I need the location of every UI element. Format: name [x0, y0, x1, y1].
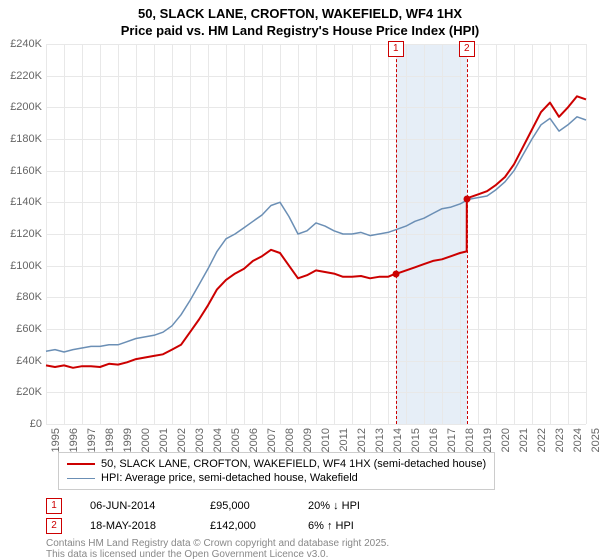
y-axis-label: £160K [10, 165, 42, 177]
x-axis-label: 2009 [302, 428, 314, 452]
y-axis-label: £220K [10, 70, 42, 82]
x-axis-label: 2023 [554, 428, 566, 452]
sale-dot [463, 196, 470, 203]
x-axis-label: 2014 [392, 428, 404, 452]
sale-diff: 20% ↓ HPI [308, 500, 398, 512]
attribution: Contains HM Land Registry data © Crown c… [46, 538, 389, 560]
x-axis-label: 2005 [230, 428, 242, 452]
x-axis-label: 2003 [194, 428, 206, 452]
sale-row-marker: 2 [46, 518, 62, 534]
legend-row: HPI: Average price, semi-detached house,… [67, 471, 486, 485]
x-axis-label: 2025 [590, 428, 600, 452]
x-axis-label: 2004 [212, 428, 224, 452]
x-axis-label: 1998 [104, 428, 116, 452]
series-lines [46, 44, 586, 424]
x-axis-label: 2007 [266, 428, 278, 452]
y-axis-label: £0 [30, 418, 42, 430]
x-axis-label: 2015 [410, 428, 422, 452]
chart-container: 50, SLACK LANE, CROFTON, WAKEFIELD, WF4 … [0, 0, 600, 560]
x-axis-label: 1997 [86, 428, 98, 452]
x-axis-label: 2021 [518, 428, 530, 452]
x-axis-label: 2001 [158, 428, 170, 452]
legend-label: 50, SLACK LANE, CROFTON, WAKEFIELD, WF4 … [101, 458, 486, 470]
x-axis-label: 2013 [374, 428, 386, 452]
x-axis-label: 2024 [572, 428, 584, 452]
x-axis-label: 2020 [500, 428, 512, 452]
y-axis-label: £240K [10, 38, 42, 50]
y-axis-label: £60K [16, 323, 42, 335]
sale-row: 1 06-JUN-2014 £95,000 20% ↓ HPI [46, 496, 398, 516]
x-gridline [586, 44, 587, 424]
x-axis-label: 2008 [284, 428, 296, 452]
sale-diff: 6% ↑ HPI [308, 520, 398, 532]
legend-swatch [67, 463, 95, 465]
x-axis-label: 2011 [338, 428, 350, 452]
y-axis-label: £120K [10, 228, 42, 240]
sale-date: 06-JUN-2014 [90, 500, 182, 512]
x-axis-label: 2019 [482, 428, 494, 452]
series-price [46, 96, 586, 368]
legend-label: HPI: Average price, semi-detached house,… [101, 472, 358, 484]
x-axis-label: 2016 [428, 428, 440, 452]
sale-date: 18-MAY-2018 [90, 520, 182, 532]
attribution-line1: Contains HM Land Registry data © Crown c… [46, 538, 389, 549]
chart-title-line2: Price paid vs. HM Land Registry's House … [0, 23, 600, 38]
legend: 50, SLACK LANE, CROFTON, WAKEFIELD, WF4 … [58, 452, 495, 490]
sales-table: 1 06-JUN-2014 £95,000 20% ↓ HPI 2 18-MAY-2018… [46, 496, 398, 536]
y-axis-label: £80K [16, 291, 42, 303]
x-axis-label: 2010 [320, 428, 332, 452]
x-axis-label: 2012 [356, 428, 368, 452]
plot-area: 12 £0£20K£40K£60K£80K£100K£120K£140K£160… [46, 44, 586, 424]
y-axis-label: £20K [16, 386, 42, 398]
x-axis-label: 1999 [122, 428, 134, 452]
y-axis-label: £100K [10, 260, 42, 272]
y-axis-label: £140K [10, 196, 42, 208]
sale-row-marker: 1 [46, 498, 62, 514]
x-axis-label: 2002 [176, 428, 188, 452]
x-axis-label: 1995 [50, 428, 62, 452]
x-axis-label: 2018 [464, 428, 476, 452]
sale-dot [392, 270, 399, 277]
series-hpi [46, 117, 586, 352]
y-gridline [46, 424, 586, 425]
legend-row: 50, SLACK LANE, CROFTON, WAKEFIELD, WF4 … [67, 457, 486, 471]
attribution-line2: This data is licensed under the Open Gov… [46, 549, 389, 560]
sale-price: £142,000 [210, 520, 280, 532]
sale-price: £95,000 [210, 500, 280, 512]
y-axis-label: £180K [10, 133, 42, 145]
x-axis-label: 2000 [140, 428, 152, 452]
x-axis-label: 2006 [248, 428, 260, 452]
y-axis-label: £200K [10, 101, 42, 113]
x-axis-label: 2022 [536, 428, 548, 452]
x-axis-label: 1996 [68, 428, 80, 452]
sale-row: 2 18-MAY-2018 £142,000 6% ↑ HPI [46, 516, 398, 536]
x-axis-label: 2017 [446, 428, 458, 452]
y-axis-label: £40K [16, 355, 42, 367]
legend-swatch [67, 478, 95, 479]
chart-title-line1: 50, SLACK LANE, CROFTON, WAKEFIELD, WF4 … [0, 0, 600, 23]
